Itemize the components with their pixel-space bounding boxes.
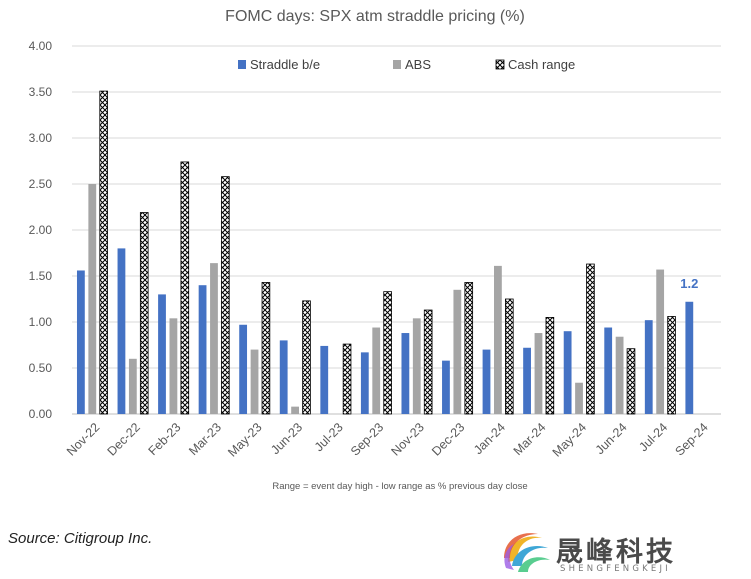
y-axis-ticks: 0.00 0.50 1.00 1.50 2.00 2.50 3.00 3.50 4.00 (29, 39, 53, 421)
chart: FOMC days: SPX atm straddle pricing (%) … (29, 8, 721, 492)
bar-straddle-b-e-jul-24 (644, 320, 653, 414)
bar-cash-range-mar-23 (221, 176, 230, 415)
legend-swatch-straddle-b-e (238, 60, 246, 69)
bars (76, 90, 694, 415)
bar-cash-range-feb-23 (180, 161, 190, 415)
x-tick-label-jul-23: Jul-23 (312, 420, 346, 454)
brand-swirl-icon (504, 533, 550, 572)
bar-abs-may-24 (575, 382, 583, 414)
x-tick-label-may-24: May-24 (550, 420, 589, 459)
bar-straddle-b-e-dec-23 (442, 360, 450, 414)
y-tick-label: 0.00 (29, 407, 53, 421)
x-axis-ticks: Nov-22 Dec-22 Feb-23 Mar-23 May-23 Jun-23 Jul-… (64, 420, 711, 459)
legend-label-abs: ABS (405, 57, 431, 72)
brand-name: 晟峰科技 (556, 537, 676, 568)
x-tick-label-mar-23: Mar-23 (186, 420, 224, 458)
bar-abs-may-23 (250, 349, 259, 414)
y-tick-label: 2.00 (29, 223, 53, 237)
bar-abs-feb-23 (169, 318, 178, 414)
bar-straddle-b-e-may-23 (239, 324, 248, 414)
source-note: Source: Citigroup Inc. (8, 530, 153, 547)
bar-abs-mar-24 (534, 333, 543, 414)
bar-straddle-b-e-jun-24 (604, 327, 613, 414)
data-label-sep-24: 1.2 (680, 276, 698, 291)
bar-straddle-b-e-may-24 (563, 331, 572, 414)
bar-abs-jun-23 (291, 406, 299, 414)
bar-straddle-b-e-sep-24 (685, 301, 694, 414)
legend-swatch-cash-range (495, 59, 505, 70)
x-tick-label-jun-23: Jun-23 (268, 420, 305, 457)
bar-abs-dec-22 (128, 358, 137, 414)
bar-straddle-b-e-mar-23 (198, 285, 207, 414)
bar-straddle-b-e-mar-24 (523, 347, 531, 414)
bar-cash-range-nov-23 (423, 309, 433, 415)
bar-cash-range-jul-24 (667, 316, 676, 415)
x-tick-label-sep-23: Sep-23 (348, 420, 386, 458)
y-tick-label: 4.00 (29, 39, 53, 53)
bar-cash-range-jun-24 (626, 348, 636, 415)
gridlines (72, 45, 721, 415)
bar-straddle-b-e-dec-22 (117, 248, 126, 414)
bar-cash-range-jan-24 (505, 298, 514, 415)
bar-abs-jul-24 (656, 269, 665, 414)
bar-cash-range-dec-23 (464, 282, 474, 415)
y-tick-label: 1.00 (29, 315, 53, 329)
bar-abs-nov-23 (412, 318, 421, 414)
bar-cash-range-dec-22 (139, 212, 149, 415)
bar-straddle-b-e-jul-23 (320, 345, 329, 414)
x-tick-label-sep-24: Sep-24 (672, 420, 710, 458)
bar-cash-range-nov-22 (99, 90, 108, 415)
bar-abs-sep-23 (372, 327, 381, 414)
bar-straddle-b-e-nov-22 (76, 270, 85, 414)
x-tick-label-jan-24: Jan-24 (471, 420, 508, 457)
bar-abs-jun-24 (615, 336, 624, 414)
legend-label-straddle-b-e: Straddle b/e (250, 57, 320, 72)
bar-cash-range-jun-23 (302, 300, 311, 415)
x-tick-label-nov-23: Nov-23 (389, 420, 427, 458)
bar-cash-range-mar-24 (545, 316, 555, 415)
legend-swatch-abs (393, 60, 401, 69)
brand-subtitle: SHENGFENGKEJI (560, 564, 671, 574)
legend-label-cash-range: Cash range (508, 57, 575, 72)
chart-title: FOMC days: SPX atm straddle pricing (%) (225, 8, 525, 25)
bar-straddle-b-e-jan-24 (482, 349, 491, 414)
x-tick-label-jun-24: Jun-24 (593, 420, 630, 457)
bar-cash-range-sep-23 (383, 291, 392, 415)
x-tick-label-mar-24: Mar-24 (511, 420, 549, 458)
bar-abs-jan-24 (494, 265, 502, 414)
x-tick-label-may-23: May-23 (225, 420, 264, 459)
x-tick-label-nov-22: Nov-22 (64, 420, 102, 458)
bar-cash-range-jul-23 (342, 343, 352, 415)
bar-straddle-b-e-nov-23 (401, 333, 410, 414)
bar-cash-range-may-23 (261, 282, 271, 415)
x-tick-label-feb-23: Feb-23 (146, 420, 184, 458)
x-tick-label-dec-22: Dec-22 (105, 420, 143, 458)
bar-straddle-b-e-sep-23 (360, 352, 369, 414)
chart-footnote: Range = event day high - low range as % … (272, 481, 527, 492)
bar-cash-range-may-24 (586, 263, 595, 415)
y-tick-label: 1.50 (29, 269, 53, 283)
y-tick-label: 2.50 (29, 177, 53, 191)
bar-straddle-b-e-jun-23 (279, 340, 288, 414)
x-tick-label-dec-23: Dec-23 (429, 420, 467, 458)
bar-abs-mar-23 (210, 263, 218, 414)
bar-abs-dec-23 (453, 289, 462, 414)
y-tick-label: 3.50 (29, 85, 53, 99)
y-tick-label: 3.00 (29, 131, 53, 145)
y-tick-label: 0.50 (29, 361, 53, 375)
bar-straddle-b-e-feb-23 (158, 294, 166, 414)
brand-logo: 晟峰科技 SHENGFENGKEJI (498, 528, 718, 578)
legend: Straddle b/e ABS Cash range (238, 57, 575, 72)
x-tick-label-jul-24: Jul-24 (636, 420, 670, 454)
bar-abs-nov-22 (88, 184, 97, 414)
